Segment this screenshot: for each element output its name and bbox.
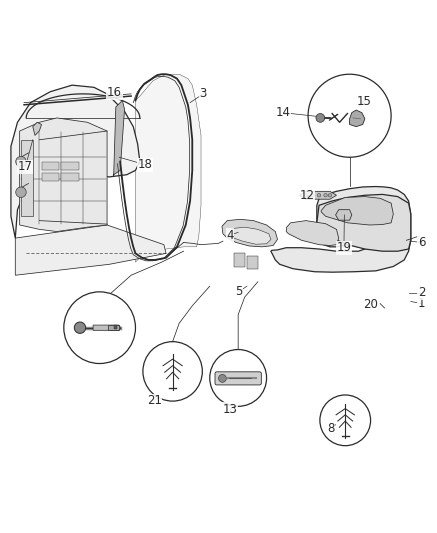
Polygon shape — [114, 100, 125, 177]
Text: 21: 21 — [147, 394, 162, 407]
Text: 12: 12 — [299, 189, 314, 202]
Bar — [42, 173, 59, 181]
FancyBboxPatch shape — [215, 372, 261, 385]
Polygon shape — [286, 221, 339, 246]
Bar — [114, 326, 117, 329]
Circle shape — [316, 114, 325, 122]
Text: 5: 5 — [235, 285, 242, 298]
Bar — [247, 256, 258, 269]
Text: 14: 14 — [276, 106, 291, 119]
Circle shape — [74, 322, 86, 333]
Polygon shape — [271, 187, 411, 272]
Text: 1: 1 — [418, 297, 426, 310]
Polygon shape — [15, 225, 166, 275]
Circle shape — [324, 193, 327, 197]
Circle shape — [16, 187, 26, 197]
Text: 15: 15 — [357, 95, 371, 108]
Circle shape — [218, 375, 226, 382]
Text: 17: 17 — [18, 160, 33, 173]
Polygon shape — [299, 191, 336, 199]
Bar — [234, 253, 245, 266]
Text: 2: 2 — [418, 286, 426, 299]
Bar — [42, 161, 59, 171]
Polygon shape — [350, 110, 365, 127]
Polygon shape — [93, 325, 120, 330]
Polygon shape — [232, 227, 271, 244]
Polygon shape — [20, 118, 107, 231]
Text: 13: 13 — [223, 403, 238, 416]
Text: 4: 4 — [226, 229, 234, 241]
Polygon shape — [222, 219, 277, 247]
Polygon shape — [321, 197, 393, 225]
Text: 3: 3 — [200, 87, 207, 100]
Polygon shape — [135, 74, 201, 262]
Circle shape — [311, 193, 314, 197]
Polygon shape — [336, 209, 352, 220]
Text: 20: 20 — [363, 298, 378, 311]
Polygon shape — [33, 122, 42, 135]
Polygon shape — [317, 195, 411, 251]
Polygon shape — [21, 140, 33, 216]
Bar — [61, 161, 79, 171]
Polygon shape — [11, 85, 140, 238]
Bar — [61, 173, 79, 181]
Text: 18: 18 — [138, 158, 153, 171]
Text: 16: 16 — [107, 86, 122, 99]
Bar — [108, 325, 119, 330]
Text: 19: 19 — [336, 241, 351, 254]
Text: 6: 6 — [418, 236, 426, 249]
Circle shape — [16, 156, 26, 167]
Circle shape — [304, 193, 308, 197]
Text: 8: 8 — [327, 422, 334, 435]
Circle shape — [328, 193, 332, 197]
Circle shape — [317, 193, 321, 197]
